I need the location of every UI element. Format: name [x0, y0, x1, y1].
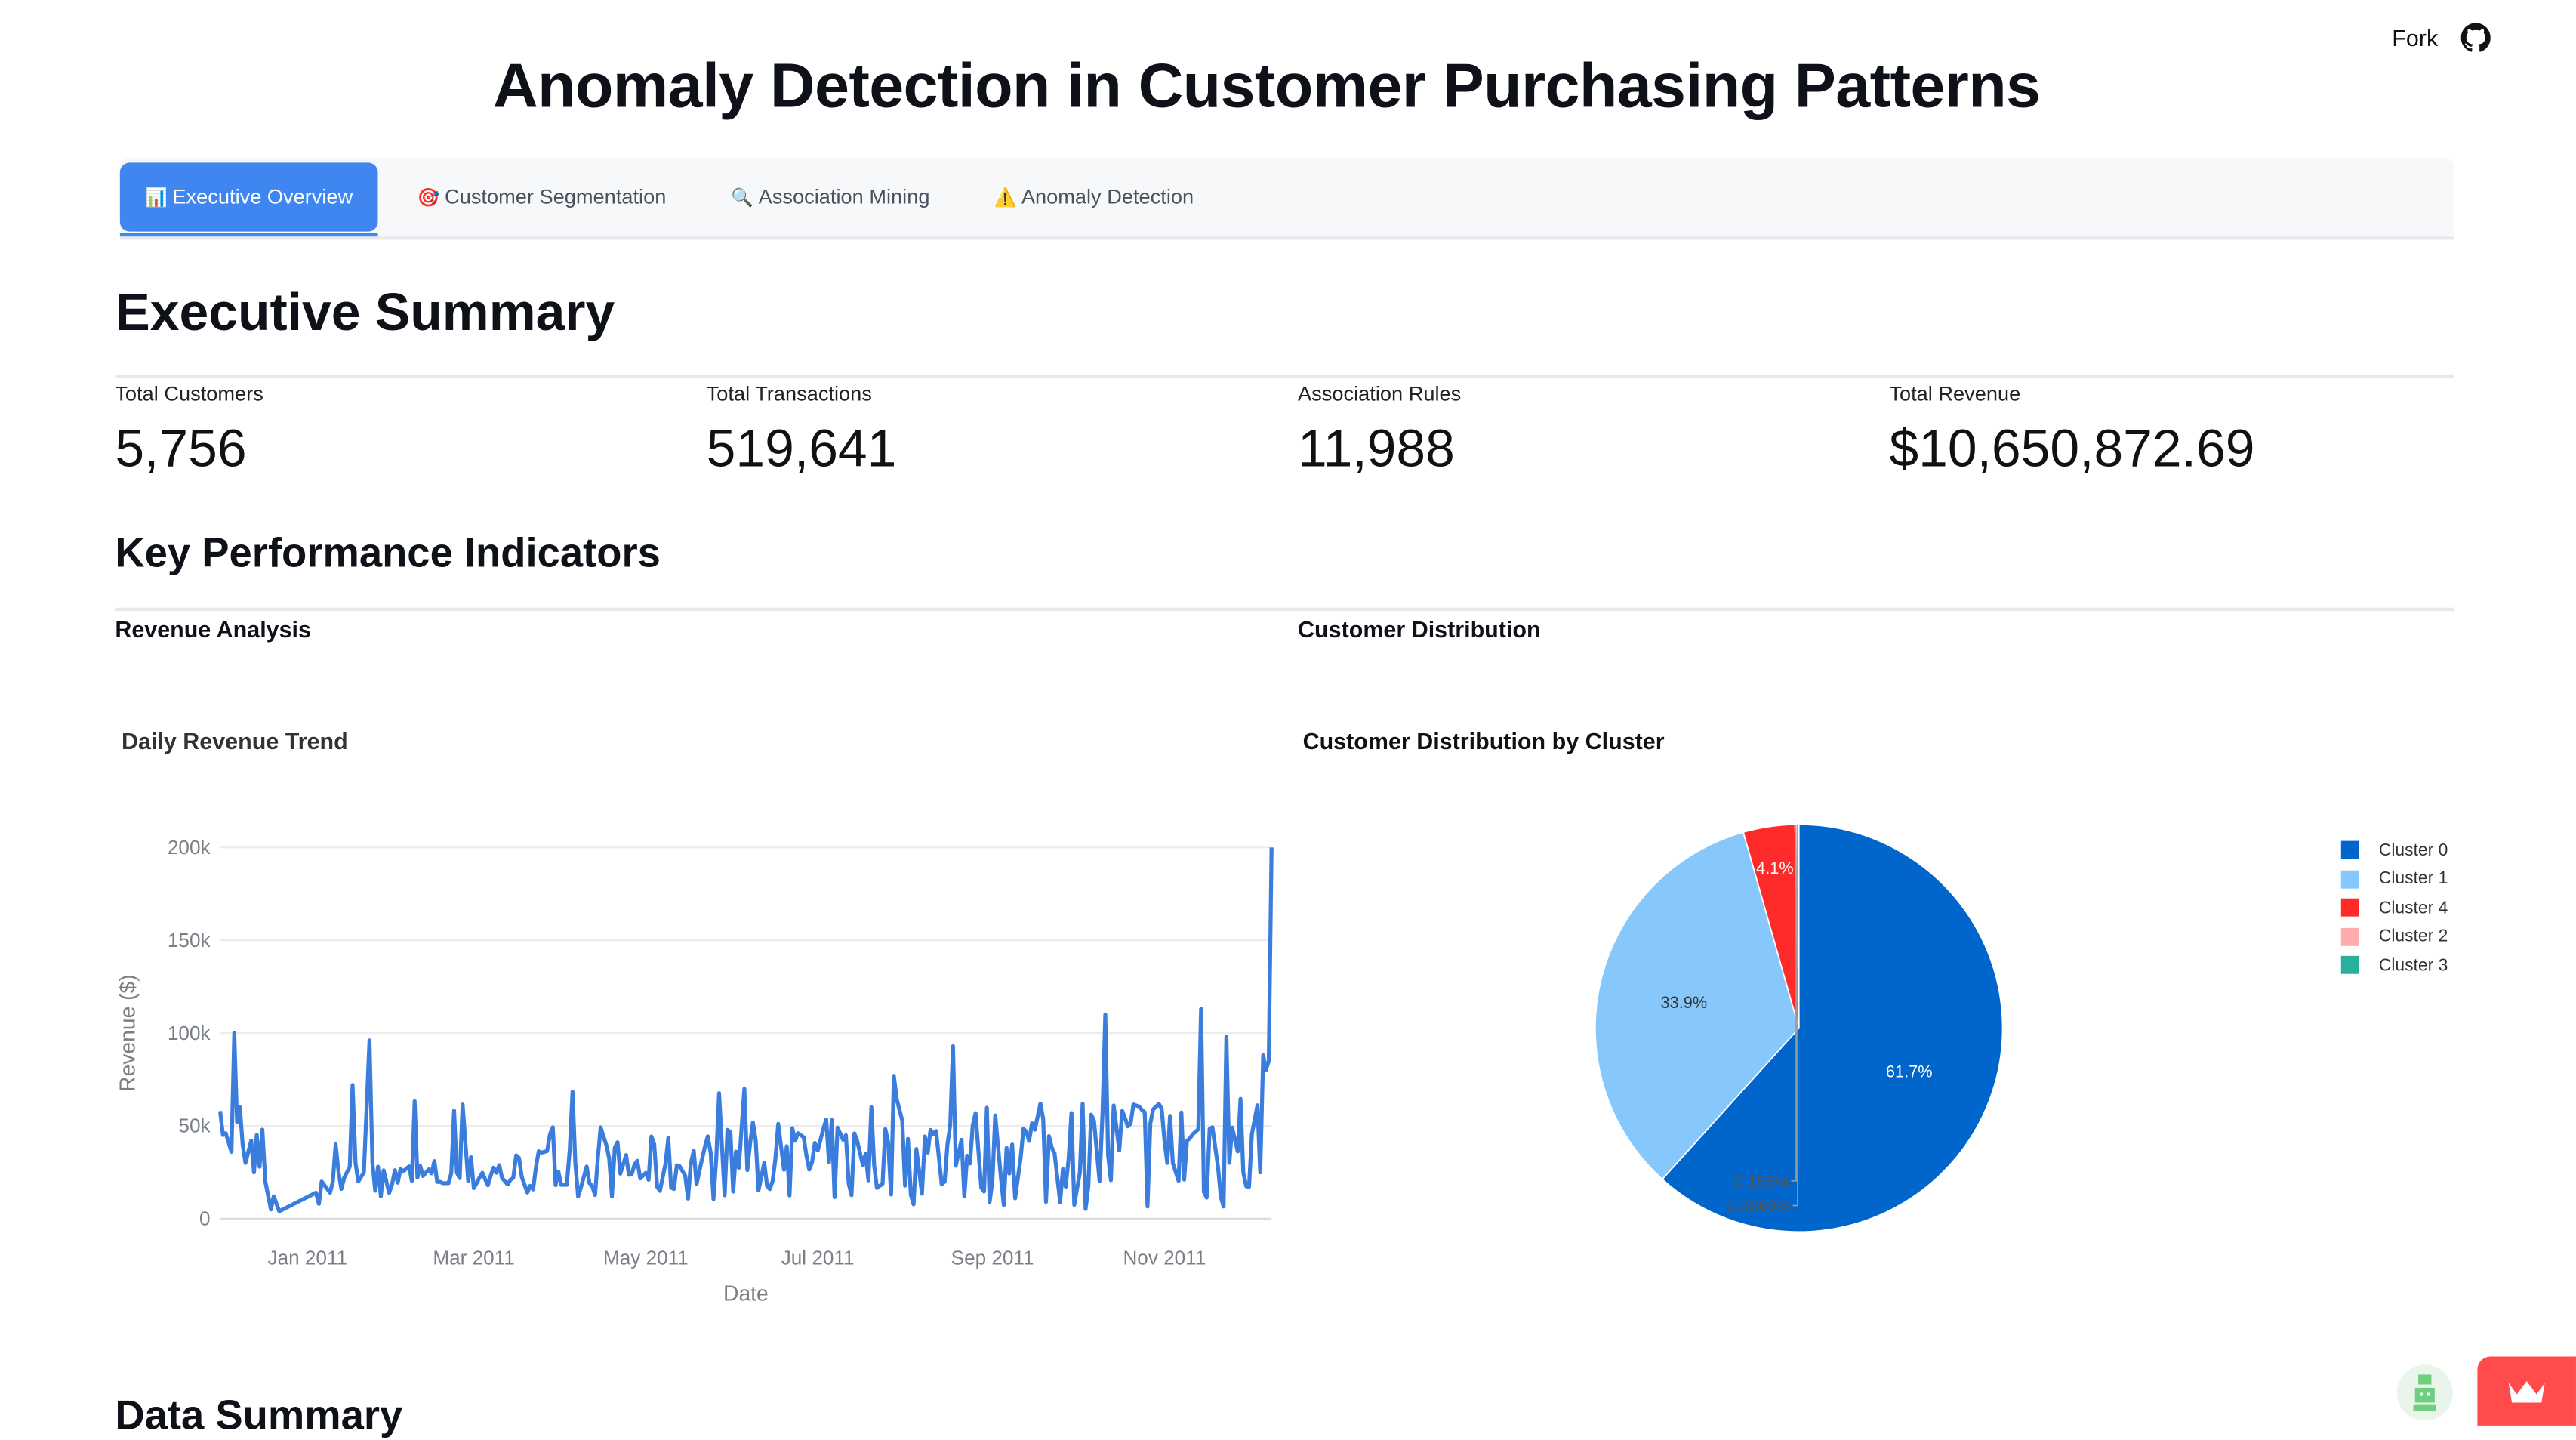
metric-label: Total Customers	[115, 382, 263, 406]
revenue-analysis-subheading: Revenue Analysis	[115, 615, 311, 643]
pie-slice	[1796, 823, 1800, 1028]
slice-label: 0.156%	[1733, 1173, 1789, 1192]
tab-customer-segmentation[interactable]: 🎯 Customer Segmentation	[418, 162, 667, 231]
y-tick-label: 0	[199, 1207, 211, 1230]
x-tick-label: Mar 2011	[433, 1247, 514, 1269]
metric-value: $10,650,872.69	[1889, 418, 2255, 478]
x-tick-label: Jan 2011	[268, 1247, 347, 1269]
magnifier-icon: 🔍	[731, 188, 754, 208]
pie-chart-title: Customer Distribution by Cluster	[1302, 727, 1665, 754]
bot-icon[interactable]	[2396, 1364, 2453, 1421]
executive-summary-heading: Executive Summary	[115, 282, 615, 342]
slice-label: 33.9%	[1661, 993, 1708, 1012]
page-title: Anomaly Detection in Customer Purchasing…	[492, 52, 2041, 122]
pie-legend: Cluster 0 Cluster 1 Cluster 4 Cluster 2 …	[2340, 836, 2448, 979]
legend-label: Cluster 4	[2378, 898, 2448, 918]
x-axis-label: Date	[723, 1281, 769, 1306]
y-axis-label: Revenue ($)	[115, 974, 139, 1092]
x-tick-label: Jul 2011	[781, 1247, 855, 1269]
y-tick-label: 100k	[168, 1022, 211, 1044]
pie-slice	[1661, 823, 2004, 1233]
tab-executive-overview[interactable]: 📊 Executive Overview	[119, 162, 378, 232]
legend-item[interactable]: Cluster 2	[2340, 922, 2448, 951]
y-tick-label: 150k	[168, 929, 211, 951]
y-tick-label: 200k	[168, 836, 211, 859]
legend-label: Cluster 3	[2378, 955, 2448, 976]
pie-slice	[1742, 824, 1800, 1028]
slice-label: 4.1%	[1756, 859, 1794, 877]
metric-label: Total Revenue	[1889, 382, 2021, 406]
kpi-heading: Key Performance Indicators	[115, 530, 661, 577]
legend-item[interactable]: Cluster 4	[2340, 893, 2448, 922]
tab-label: Association Mining	[758, 185, 930, 209]
metric-value: 519,641	[706, 418, 897, 478]
slice-label: 0.0869%	[1726, 1197, 1791, 1216]
customer-distribution-subheading: Customer Distribution	[1298, 615, 1541, 643]
tab-label: Customer Segmentation	[445, 185, 667, 209]
tab-anomaly-detection[interactable]: ⚠️ Anomaly Detection	[994, 162, 1194, 231]
legend-swatch	[2340, 899, 2359, 917]
leader-line	[1791, 824, 1797, 1182]
metric-total-customers: Total Customers 5,756	[115, 383, 263, 479]
legend-label: Cluster 2	[2378, 927, 2448, 947]
line-chart-title: Daily Revenue Trend	[122, 727, 348, 754]
target-icon: 🎯	[417, 188, 440, 208]
metric-label: Association Rules	[1298, 382, 1462, 406]
slice-label: 61.7%	[1886, 1062, 1933, 1081]
active-tab-indicator	[119, 233, 378, 237]
legend-swatch	[2340, 927, 2359, 946]
crown-icon	[2508, 1381, 2545, 1403]
legend-label: Cluster 0	[2378, 840, 2448, 861]
legend-item[interactable]: Cluster 1	[2340, 865, 2448, 893]
pie-slice	[1794, 823, 1800, 1028]
tab-bar: 📊 Executive Overview 🎯 Customer Segmenta…	[119, 157, 2454, 240]
metric-value: 5,756	[115, 418, 247, 478]
tab-association-mining[interactable]: 🔍 Association Mining	[731, 162, 929, 231]
x-tick-label: May 2011	[603, 1247, 689, 1269]
metric-association-rules: Association Rules 11,988	[1298, 383, 1461, 479]
metric-total-transactions: Total Transactions 519,641	[707, 383, 897, 479]
legend-swatch	[2340, 870, 2359, 889]
tab-label: Executive Overview	[172, 185, 353, 209]
warning-icon: ⚠️	[994, 188, 1017, 208]
tab-label: Anomaly Detection	[1021, 185, 1194, 209]
legend-item[interactable]: Cluster 3	[2340, 951, 2448, 979]
divider	[115, 374, 2454, 378]
pie-slice	[1595, 831, 1800, 1180]
streamlit-crown-button[interactable]	[2477, 1356, 2576, 1426]
legend-swatch	[2340, 841, 2359, 860]
metric-total-revenue: Total Revenue $10,650,872.69	[1889, 383, 2254, 479]
data-summary-heading: Data Summary	[115, 1392, 403, 1439]
metric-value: 11,988	[1298, 418, 1455, 478]
legend-item[interactable]: Cluster 0	[2340, 836, 2448, 865]
daily-revenue-line-chart[interactable]: 0 50k 100k 150k 200k Jan 2011 Mar 2011 May 2011…	[0, 0, 1298, 1331]
fork-button[interactable]: Fork	[2392, 24, 2439, 51]
divider	[115, 607, 2454, 612]
x-tick-label: Nov 2011	[1123, 1247, 1206, 1269]
leader-line	[1792, 824, 1798, 1207]
revenue-series-line	[217, 847, 1274, 1213]
legend-swatch	[2340, 956, 2359, 975]
metric-label: Total Transactions	[706, 382, 872, 406]
github-icon[interactable]	[2460, 23, 2491, 52]
bar-chart-icon: 📊	[145, 188, 168, 208]
legend-label: Cluster 1	[2378, 869, 2448, 890]
top-toolbar: Fork	[2392, 23, 2491, 52]
y-tick-label: 50k	[178, 1115, 211, 1137]
x-tick-label: Sep 2011	[951, 1247, 1034, 1269]
